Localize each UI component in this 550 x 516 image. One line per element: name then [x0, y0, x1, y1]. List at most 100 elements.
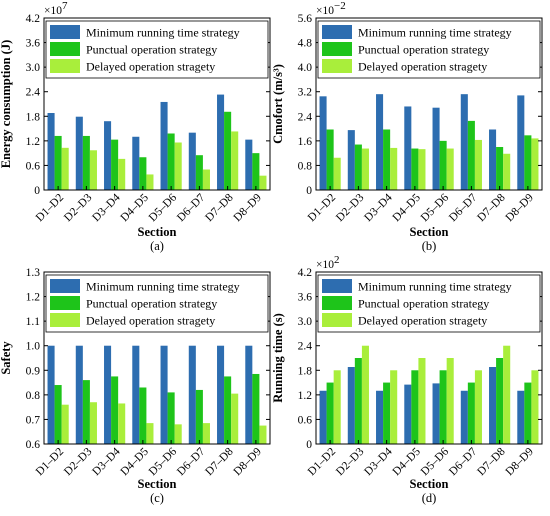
y-axis-label: Safety	[0, 341, 13, 375]
y-tick-label: 1.2	[26, 136, 41, 148]
bar-3-2	[89, 150, 97, 190]
bar-3-7	[503, 153, 511, 190]
x-tick-label: D6–D7	[175, 191, 208, 224]
bar-3-1	[333, 370, 341, 444]
bar-2-2	[82, 380, 90, 444]
bar-2-2	[82, 135, 90, 190]
legend-label-3: Delayed operation stragety	[358, 60, 487, 74]
bar-1-3	[104, 345, 112, 444]
scale-exponent: 7	[62, 0, 68, 12]
bar-3-6	[202, 169, 210, 190]
y-tick-label: 4.8	[298, 38, 313, 50]
legend-box	[45, 20, 269, 79]
bar-3-7	[231, 393, 239, 444]
bar-2-5	[167, 392, 175, 444]
bar-3-7	[503, 345, 511, 444]
bar-3-6	[474, 139, 482, 190]
bar-2-2	[354, 144, 362, 190]
plot-frame	[43, 271, 271, 445]
bar-2-4	[411, 148, 419, 190]
x-tick-label: D4–D5	[119, 445, 152, 478]
bar-1-4	[132, 345, 140, 444]
legend: Minimum running time strategy Punctual op…	[45, 274, 269, 333]
bar-2-7	[496, 147, 504, 190]
y-axis-label: Energy consumption (J)	[0, 40, 13, 168]
x-tick-label: D2–D3	[334, 445, 367, 478]
y-tick-label: 2.4	[298, 341, 313, 353]
bar-1-6	[460, 390, 468, 444]
bar-1-5	[432, 107, 440, 190]
bar-2-4	[139, 157, 147, 190]
legend-swatch-2	[322, 296, 352, 310]
bar-3-8	[531, 370, 539, 444]
bar-3-7	[231, 131, 239, 190]
y-tick-label: 1.6	[298, 136, 313, 148]
bar-1-1	[319, 96, 327, 190]
x-tick-label: D6–D7	[447, 191, 480, 224]
bar-2-7	[496, 358, 504, 444]
bar-1-4	[404, 106, 412, 190]
bar-3-2	[89, 402, 97, 444]
bar-1-1	[47, 345, 55, 444]
bar-2-5	[439, 140, 447, 190]
x-tick-label: D7–D8	[203, 445, 236, 478]
legend-label-3: Delayed operation stragety	[86, 60, 215, 74]
bar-3-3	[118, 158, 126, 190]
bar-3-4	[418, 358, 426, 444]
bar-2-8	[524, 382, 532, 444]
bar-3-1	[333, 157, 341, 190]
legend-label-3: Delayed operation stragety	[358, 314, 487, 328]
scale-exponent: −2	[334, 0, 346, 12]
bar-3-2	[361, 345, 369, 444]
plot-frame	[315, 17, 543, 191]
bar-2-5	[167, 133, 175, 190]
x-tick-label: D4–D5	[391, 445, 424, 478]
x-tick-label: D6–D7	[175, 445, 208, 478]
x-tick-label: D3–D4	[362, 445, 395, 478]
y-tick-label: 0.6	[298, 414, 313, 426]
x-tick-label: D5–D6	[419, 191, 452, 224]
legend-label-2: Punctual operation strategy	[358, 43, 489, 57]
legend-swatch-3	[322, 59, 352, 73]
plot-frame	[43, 17, 271, 191]
legend: Minimum running time strategy Punctual op…	[317, 20, 541, 79]
bar-2-6	[467, 120, 475, 190]
x-tick-label: D8–D9	[232, 445, 265, 478]
y-tick-label: 3.6	[298, 292, 313, 304]
x-tick-label: D6–D7	[447, 445, 480, 478]
legend-label-1: Minimum running time strategy	[358, 280, 512, 294]
bar-1-8	[517, 390, 525, 444]
scale-factor: ×10−2	[316, 0, 346, 17]
chart-panel-2: 00.81.62.43.24.04.85.6D1–D2D2–D3D3–D4D4–…	[271, 0, 543, 253]
y-tick-label: 3.2	[298, 87, 313, 99]
legend-label-1: Minimum running time strategy	[86, 280, 240, 294]
bar-1-3	[376, 390, 384, 444]
y-tick-label: 4.2	[26, 13, 41, 25]
panel-caption: (c)	[150, 491, 164, 505]
bar-2-3	[111, 139, 119, 190]
y-tick-label: 1.8	[298, 365, 313, 377]
x-axis-label: Section	[138, 477, 177, 491]
bar-1-2	[347, 367, 355, 444]
bar-1-6	[188, 345, 196, 444]
bar-3-6	[202, 423, 210, 444]
y-tick-label: 2.4	[26, 87, 41, 99]
bar-1-2	[347, 130, 355, 190]
bar-3-8	[531, 138, 539, 190]
legend-label-2: Punctual operation strategy	[86, 43, 217, 57]
y-tick-label: 0.7	[26, 414, 41, 426]
bar-3-2	[361, 148, 369, 190]
y-tick-label: 0.6	[26, 160, 41, 172]
y-tick-label: 5.6	[298, 13, 313, 25]
bar-2-6	[467, 382, 475, 444]
y-tick-label: 1.0	[26, 341, 41, 353]
panel-caption: (b)	[422, 239, 437, 253]
bar-2-4	[139, 387, 147, 444]
bar-2-1	[326, 382, 334, 444]
bar-1-1	[47, 113, 55, 190]
bar-1-7	[217, 94, 225, 190]
x-axis-label: Section	[410, 225, 449, 239]
bar-1-4	[132, 136, 140, 190]
bar-3-4	[146, 423, 154, 444]
bar-3-8	[259, 425, 267, 444]
